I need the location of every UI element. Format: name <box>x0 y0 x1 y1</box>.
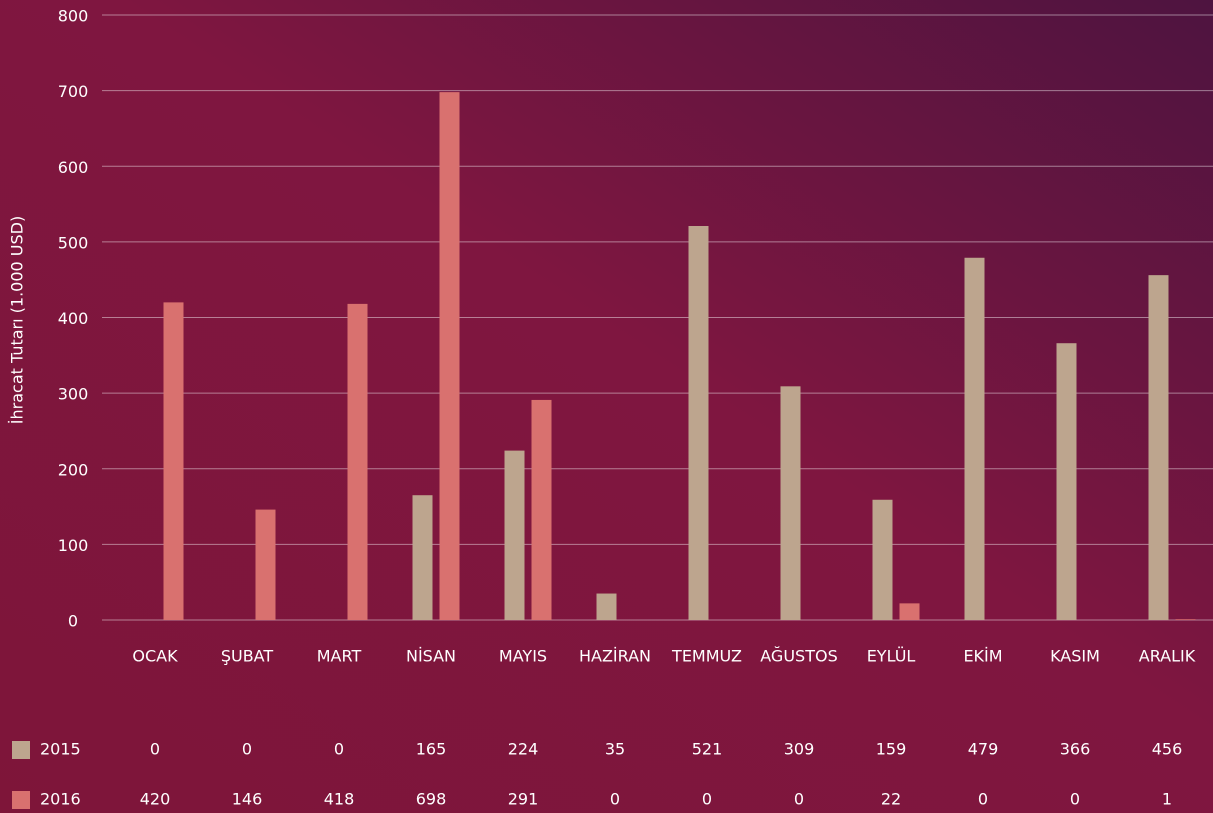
bar <box>255 509 276 620</box>
table-value: 0 <box>702 790 712 809</box>
y-tick-label: 700 <box>58 82 89 101</box>
x-tick-label: ŞUBAT <box>221 647 274 666</box>
x-tick-label: EYLÜL <box>867 647 916 666</box>
table-value: 0 <box>242 740 252 759</box>
x-tick-label: TEMMUZ <box>671 647 742 666</box>
table-value: 35 <box>605 740 625 759</box>
x-tick-label: KASIM <box>1050 647 1100 666</box>
y-tick-label: 600 <box>58 158 89 177</box>
table-value: 224 <box>508 740 539 759</box>
table-value: 0 <box>1070 790 1080 809</box>
table-value: 159 <box>876 740 907 759</box>
table-value: 456 <box>1152 740 1183 759</box>
y-tick-label: 100 <box>58 536 89 555</box>
bar <box>412 495 433 620</box>
table-value: 0 <box>334 740 344 759</box>
x-tick-label: OCAK <box>132 647 178 666</box>
bar <box>1148 275 1169 620</box>
bar <box>899 603 920 620</box>
table-value: 0 <box>794 790 804 809</box>
bar <box>596 593 617 620</box>
y-tick-label: 800 <box>58 7 89 26</box>
x-tick-label: HAZİRAN <box>579 647 651 666</box>
bar <box>504 450 525 620</box>
x-tick-label: ARALIK <box>1139 647 1196 666</box>
legend-swatch <box>12 741 30 759</box>
y-tick-label: 300 <box>58 385 89 404</box>
legend-swatch <box>12 791 30 809</box>
table-value: 366 <box>1060 740 1091 759</box>
table-value: 521 <box>692 740 723 759</box>
x-tick-label: NİSAN <box>406 647 456 666</box>
legend-label: 2016 <box>40 790 81 809</box>
legend-label: 2015 <box>40 740 81 759</box>
bar <box>780 386 801 620</box>
table-value: 291 <box>508 790 539 809</box>
x-tick-label: AĞUSTOS <box>760 647 837 666</box>
bar <box>439 92 460 620</box>
y-tick-label: 500 <box>58 233 89 252</box>
table-value: 22 <box>881 790 901 809</box>
table-value: 309 <box>784 740 815 759</box>
table-value: 698 <box>416 790 447 809</box>
x-tick-label: MAYIS <box>499 647 547 666</box>
table-value: 0 <box>610 790 620 809</box>
y-tick-label: 400 <box>58 309 89 328</box>
bar <box>872 499 893 620</box>
y-tick-label: 0 <box>68 612 78 631</box>
table-value: 0 <box>978 790 988 809</box>
y-axis-label: İhracat Tutarı (1.000 USD) <box>8 216 27 424</box>
y-tick-label: 200 <box>58 460 89 479</box>
x-tick-label: EKİM <box>963 647 1002 666</box>
table-value: 420 <box>140 790 171 809</box>
bar <box>688 225 709 620</box>
bar <box>163 302 184 620</box>
table-value: 146 <box>232 790 263 809</box>
x-tick-label: MART <box>317 647 362 666</box>
bar <box>1175 619 1196 620</box>
bar <box>531 399 552 620</box>
bar <box>347 303 368 620</box>
table-value: 165 <box>416 740 447 759</box>
table-value: 0 <box>150 740 160 759</box>
bar <box>1056 343 1077 620</box>
bar <box>964 257 985 620</box>
table-value: 418 <box>324 790 355 809</box>
table-value: 479 <box>968 740 999 759</box>
table-value: 1 <box>1162 790 1172 809</box>
